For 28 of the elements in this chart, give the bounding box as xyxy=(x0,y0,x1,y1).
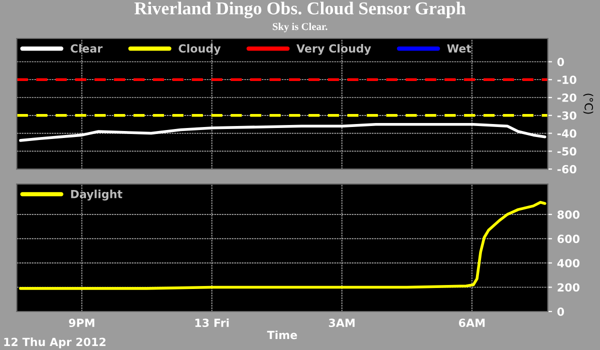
text: 12 Thu Apr 2012 xyxy=(4,337,106,348)
y-tick-label: -40 xyxy=(557,129,576,138)
y-tick-label: 0 xyxy=(557,58,564,66)
line-series xyxy=(19,200,546,290)
y-tick-label: -10 xyxy=(557,76,576,84)
x-tick-label: 13 Fri xyxy=(195,318,229,328)
y-tick-label: 600 xyxy=(558,234,580,244)
chart-title: Riverland Dingo Obs. Cloud Sensor Graph xyxy=(134,2,466,18)
line-series xyxy=(19,122,546,142)
x-tick-label: 3AM xyxy=(328,318,355,328)
x-tick-label: 6AM xyxy=(458,318,485,328)
y-tick-label: 200 xyxy=(558,283,580,292)
y-tick-label: -20 xyxy=(557,93,576,102)
y-tick-label: -30 xyxy=(557,111,576,120)
x-axis-title: Time xyxy=(267,330,298,340)
legend-label: Daylight xyxy=(71,190,122,200)
legend-label: Clear xyxy=(70,44,103,53)
legend-label: Cloudy xyxy=(178,44,221,55)
x-tick-label: 9PM xyxy=(68,318,94,328)
y-axis-title: (°C) xyxy=(583,94,594,114)
y-tick-label: 0 xyxy=(557,307,564,316)
y-tick-label: 400 xyxy=(557,258,580,268)
chart-subtitle: Sky is Clear. xyxy=(272,22,328,32)
legend-label: Wet xyxy=(447,44,472,53)
y-tick-label: -50 xyxy=(557,147,576,156)
y-tick-label: 800 xyxy=(558,210,580,219)
y-tick-label: -60 xyxy=(557,165,576,174)
legend-label: Very Cloudy xyxy=(296,44,372,55)
